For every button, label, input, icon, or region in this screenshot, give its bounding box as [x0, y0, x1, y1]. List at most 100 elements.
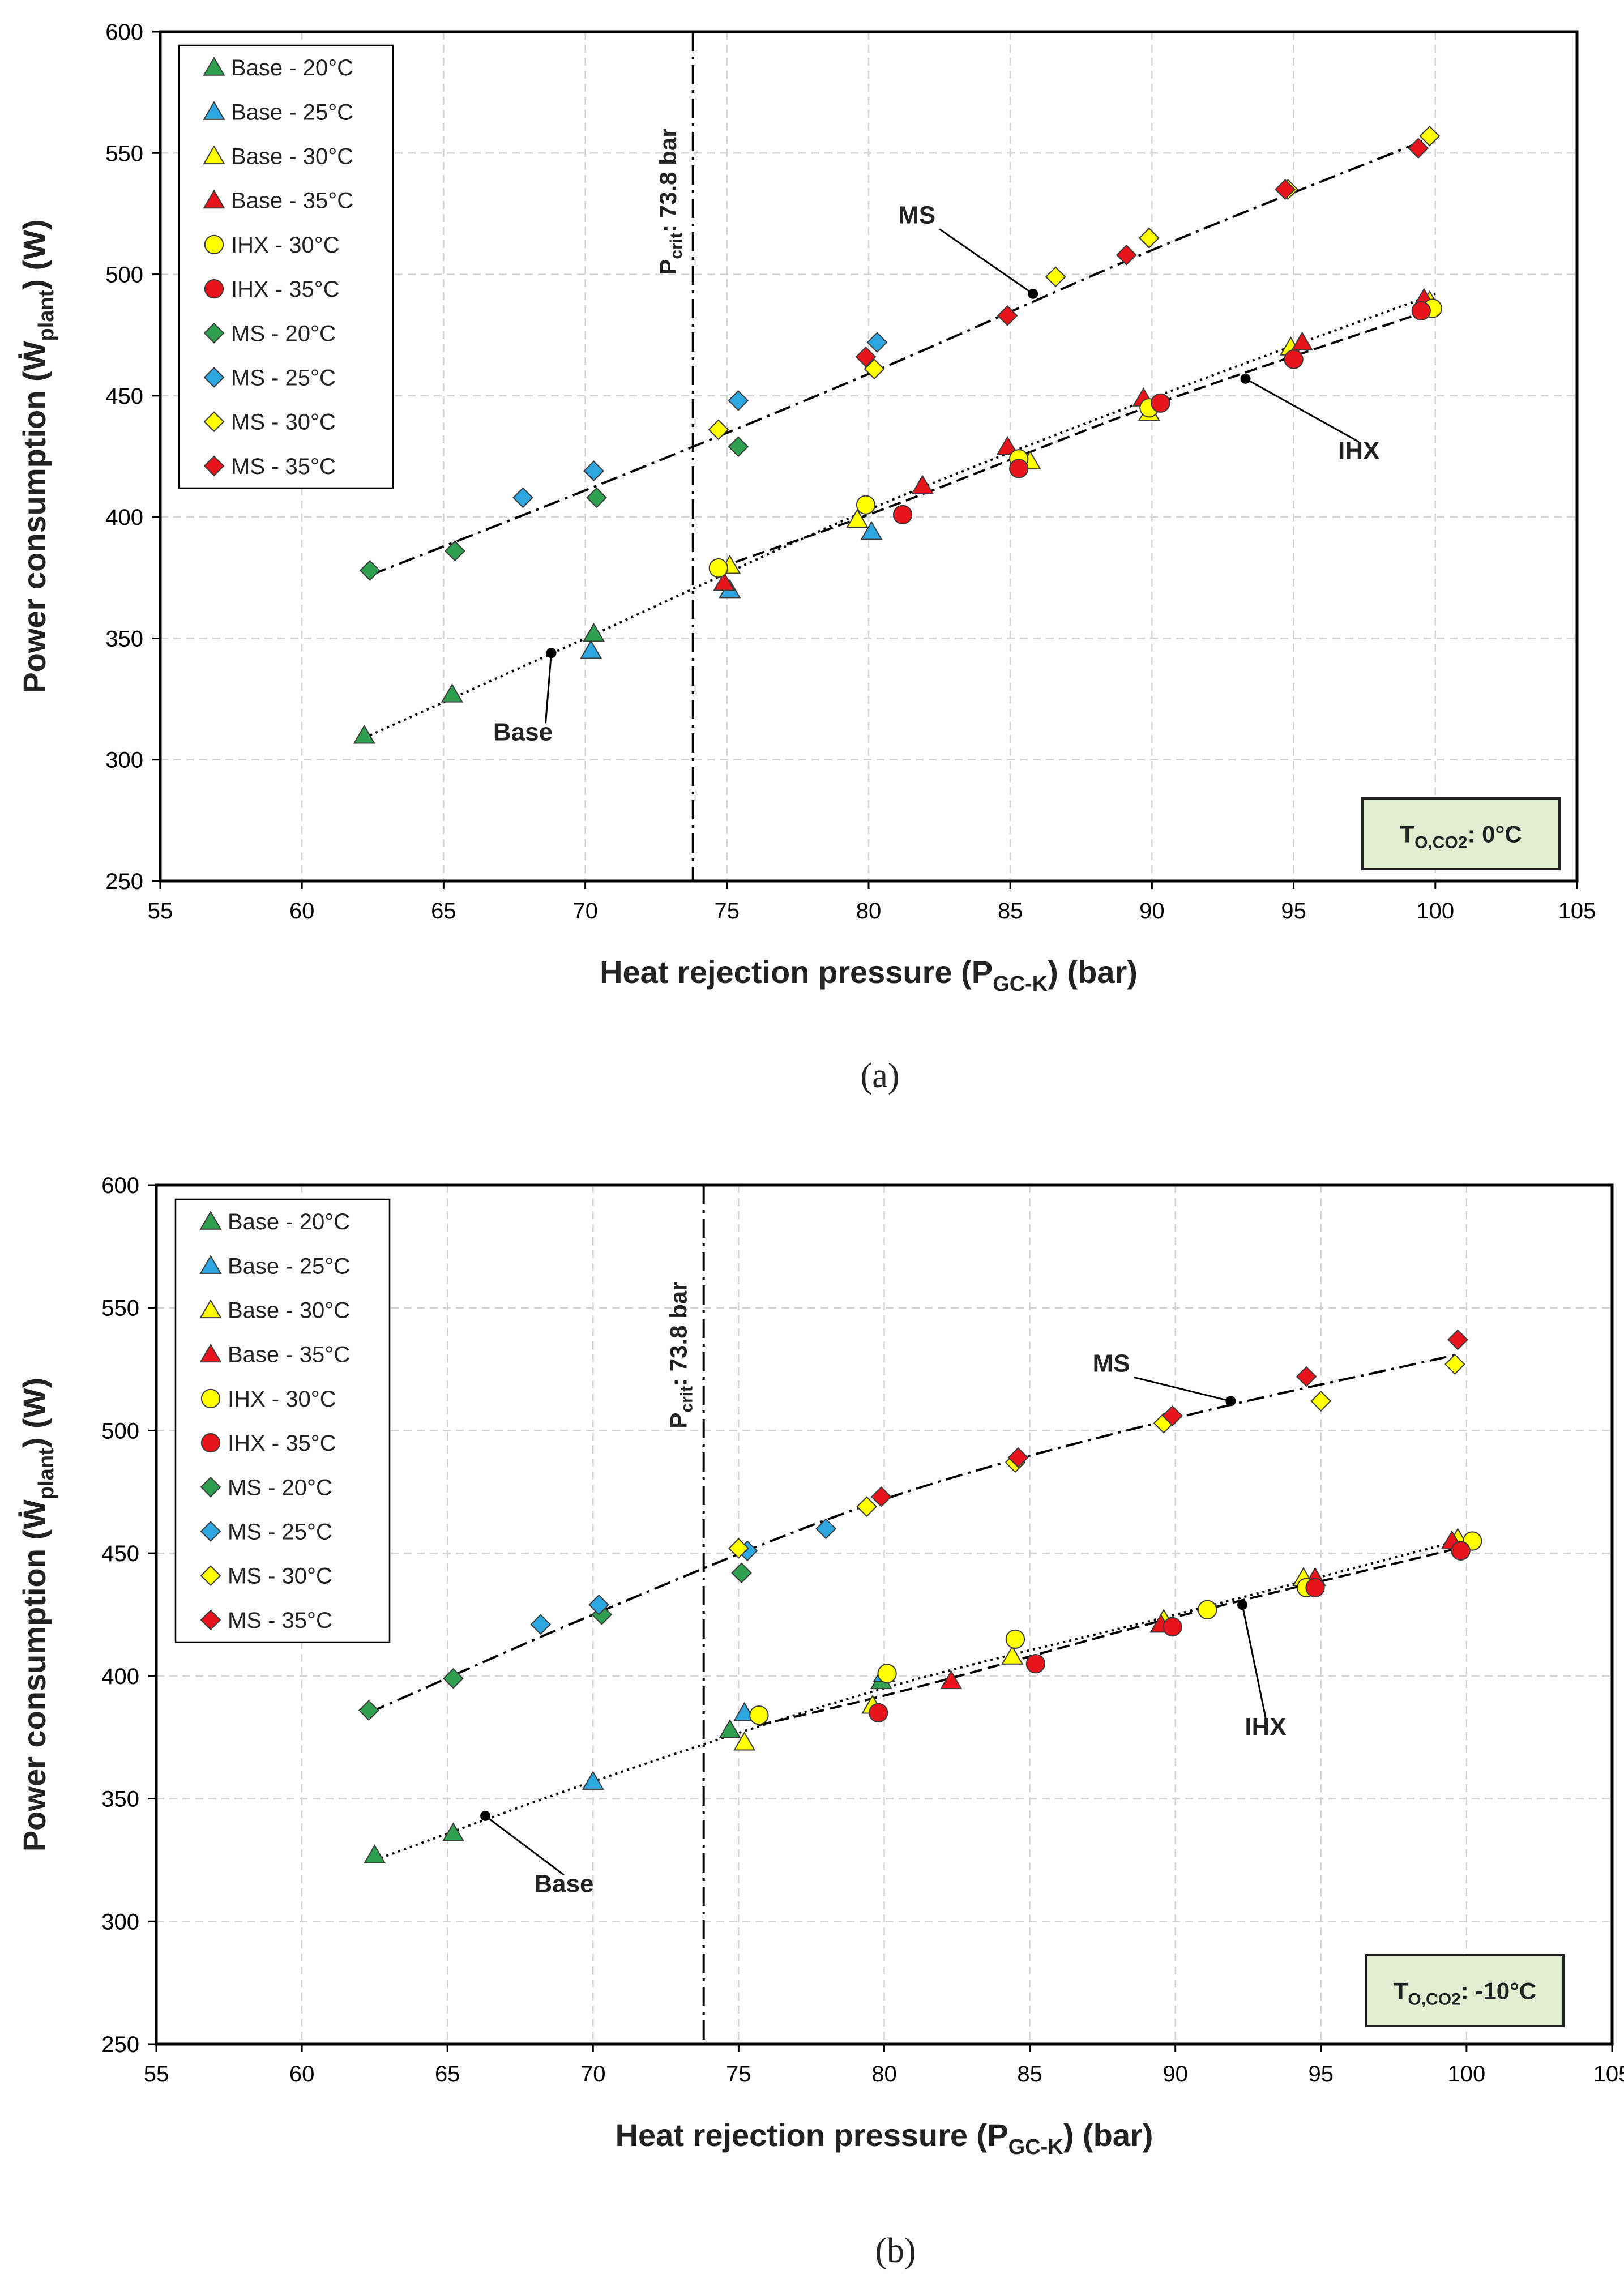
x-tick-label: 95	[1309, 2062, 1334, 2087]
legend-marker	[203, 455, 225, 477]
legend-label: Base - 20°C	[228, 1209, 350, 1234]
x-axis-label-subscript: GC-K	[993, 972, 1048, 996]
legend-marker	[203, 101, 225, 120]
condition-label-subscript: O,CO2	[1408, 1990, 1460, 2009]
legend-entry: MS - 20°C	[203, 321, 336, 346]
data-point	[815, 1518, 837, 1540]
critical-pressure-label-tail: : 73.8 bar	[655, 128, 681, 232]
series-ms-20-c	[359, 436, 749, 581]
legend-label: IHX - 30°C	[228, 1387, 336, 1412]
legend-marker	[203, 367, 225, 388]
y-tick-label: 300	[101, 1909, 139, 1934]
data-point	[719, 1719, 741, 1738]
legend-marker	[203, 322, 225, 344]
data-point	[1419, 125, 1441, 147]
data-point	[855, 346, 877, 367]
axis-ticks: 55 60 65 70 75 80 85 90 95 100 105 250 300 350 400 450 5…	[101, 1173, 1624, 2087]
critical-pressure-label-subscript: crit	[678, 1386, 696, 1413]
legend-entry: MS - 20°C	[200, 1475, 332, 1500]
data-point	[1045, 266, 1066, 288]
legend-label: MS - 30°C	[228, 1564, 332, 1589]
y-axis-label: Power consumption (Ẇplant) (W)	[16, 1378, 58, 1852]
data-point	[445, 540, 465, 562]
condition-label-subscript: O,CO2	[1414, 833, 1467, 852]
data-point	[940, 1670, 963, 1690]
annotation-label-ms: MS	[898, 202, 935, 229]
legend-label: Base - 35°C	[231, 189, 353, 213]
data-point	[359, 560, 381, 581]
data-point	[869, 1703, 888, 1723]
x-tick-label: 55	[144, 2062, 169, 2087]
data-point	[1007, 1447, 1029, 1468]
series-ms-35-c	[855, 138, 1429, 367]
data-point	[997, 305, 1018, 326]
data-point	[358, 1700, 379, 1721]
x-axis-label-subscript: GC-K	[1008, 2135, 1064, 2159]
x-tick-label: 70	[572, 899, 598, 924]
legend-label: MS - 35°C	[228, 1608, 332, 1633]
x-tick-label: 55	[148, 899, 173, 924]
data-point	[1005, 1629, 1025, 1649]
data-point	[1444, 1353, 1465, 1375]
legend-label: Base - 30°C	[231, 144, 353, 169]
fit-line-base	[364, 292, 1436, 739]
x-tick-label: 105	[1593, 2062, 1624, 2087]
annotation-leader-line	[939, 228, 1034, 295]
data-point	[588, 1594, 609, 1615]
data-point	[728, 1538, 749, 1559]
legend-entry: MS - 35°C	[203, 454, 336, 479]
y-tick-label: 550	[101, 1296, 139, 1321]
data-point	[713, 571, 736, 591]
axis-ticks: 55 60 65 70 75 80 85 90 95 100 105 250 300 350 400 450 5…	[105, 20, 1596, 924]
x-tick-label: 60	[289, 899, 315, 924]
legend-label: MS - 20°C	[228, 1475, 332, 1500]
y-tick-label: 500	[101, 1418, 139, 1443]
x-tick-label: 90	[1163, 2062, 1188, 2087]
x-tick-label: 95	[1281, 899, 1306, 924]
legend-entry: Base - 25°C	[199, 1254, 350, 1279]
annotation-leader-line	[1134, 1376, 1231, 1402]
x-tick-label: 75	[715, 899, 740, 924]
legend-entry: Base - 30°C	[203, 144, 353, 169]
x-axis-label: Heat rejection pressure (PGC-K) (bar)	[616, 2117, 1153, 2159]
x-tick-label: 80	[871, 2062, 897, 2087]
annotation-leader-line	[485, 1815, 565, 1876]
y-tick-label: 450	[101, 1541, 139, 1566]
legend-marker	[200, 1433, 221, 1453]
legend-label: MS - 20°C	[231, 321, 336, 346]
y-tick-label: 450	[105, 384, 143, 409]
data-point	[866, 332, 888, 353]
data-point	[1305, 1578, 1325, 1597]
series-ihx-35-c	[892, 301, 1431, 525]
legend-label: Base - 30°C	[228, 1298, 350, 1323]
annotation-leader-line	[1241, 1604, 1267, 1719]
legend-label: Base - 20°C	[231, 55, 353, 80]
annotation-dot	[1237, 1600, 1247, 1610]
data-point	[1310, 1391, 1332, 1412]
y-tick-label: 350	[105, 626, 143, 651]
legend-entry: MS - 25°C	[200, 1520, 332, 1545]
condition-label: TO,CO2: -10°C	[1394, 1978, 1537, 2009]
critical-pressure-label: Pcrit: 73.8 bar	[665, 1281, 696, 1428]
panel-caption: (a)	[861, 1057, 900, 1095]
data-point	[856, 495, 876, 515]
legend-entry: MS - 30°C	[203, 410, 336, 435]
data-point	[1009, 459, 1029, 478]
legend-label: Base - 25°C	[228, 1254, 350, 1279]
fit-line-ihx	[718, 307, 1436, 570]
y-tick-label: 550	[105, 141, 143, 166]
annotation-label-ihx: IHX	[1338, 437, 1379, 464]
legend-entry: Base - 20°C	[203, 55, 353, 80]
y-axis-label-subscript: plant	[35, 1448, 58, 1499]
legend-entry: Base - 30°C	[199, 1298, 350, 1323]
data-point	[1275, 179, 1296, 200]
y-tick-label: 400	[105, 505, 143, 530]
plot-area	[156, 1185, 1612, 2044]
data-point	[512, 487, 533, 508]
series-ms-25-c	[530, 1518, 837, 1635]
x-tick-label: 105	[1558, 899, 1596, 924]
legend-marker	[200, 1565, 221, 1587]
legend-label: IHX - 35°C	[231, 277, 340, 302]
x-axis-label-tail: ) (bar)	[1063, 2117, 1153, 2153]
annotation-dot	[480, 1810, 491, 1821]
